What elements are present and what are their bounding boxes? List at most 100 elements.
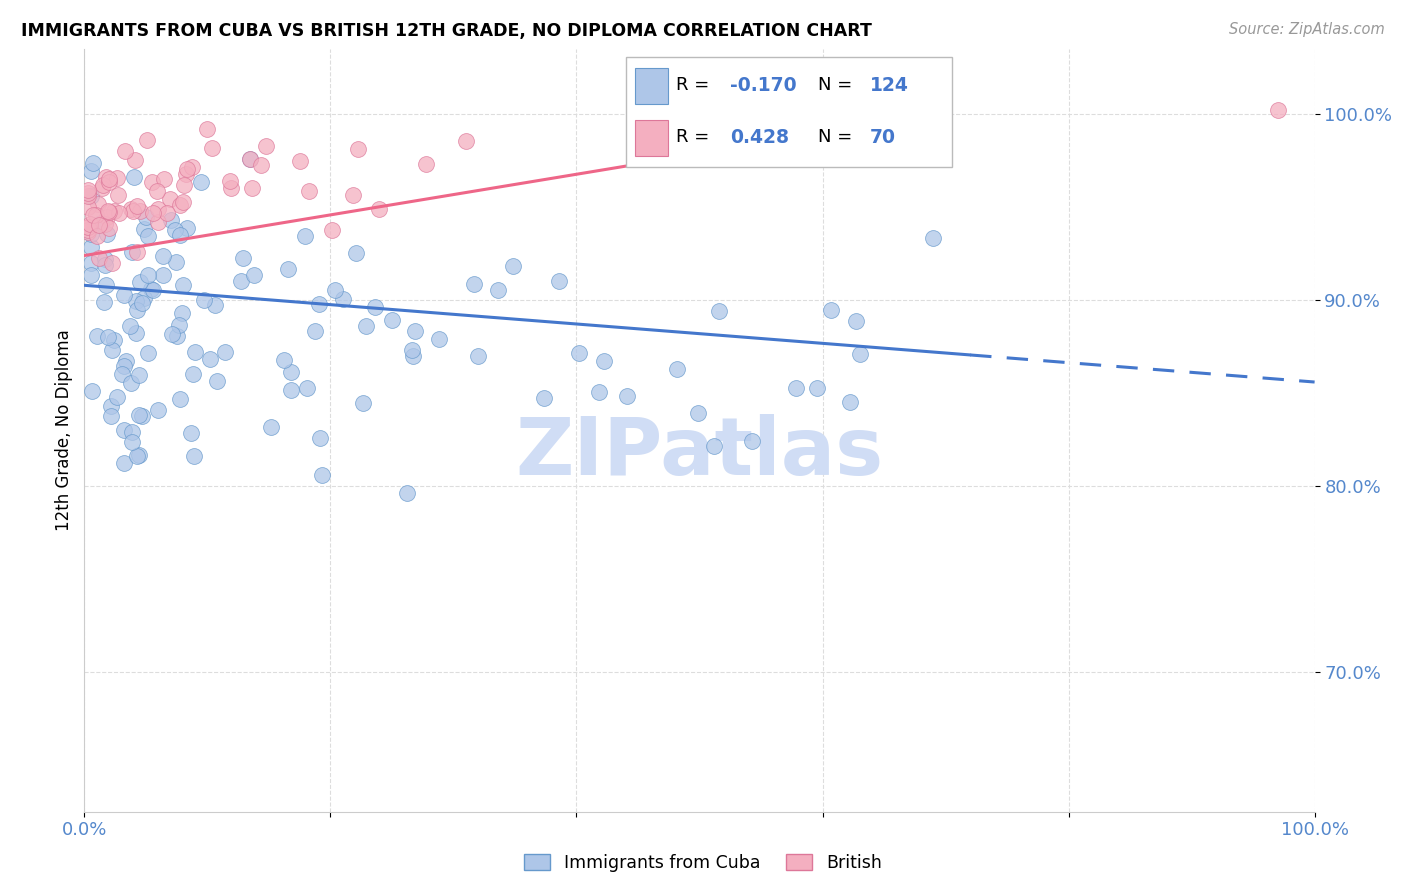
Point [111, 368, 134, 382]
Point [136, 228, 159, 243]
Point [172, 194, 194, 209]
Point [141, 175, 163, 189]
Point [146, 403, 169, 417]
Point [165, 223, 187, 237]
Point [922, 231, 945, 245]
Point [297, 184, 319, 198]
Point [352, 395, 374, 409]
Point [90, 216, 112, 230]
Point [125, 294, 148, 309]
Point [323, 283, 346, 297]
Point [593, 354, 616, 368]
Point [107, 188, 129, 202]
Point [169, 198, 191, 212]
Point [201, 141, 224, 155]
Point [347, 142, 370, 156]
Point [138, 268, 160, 282]
Point [114, 456, 136, 470]
Point [135, 210, 157, 224]
Point [122, 203, 145, 218]
Point [100, 399, 122, 413]
Point [80, 256, 103, 270]
Point [280, 365, 302, 379]
Point [273, 353, 295, 368]
Point [404, 325, 426, 339]
Point [127, 303, 149, 318]
Y-axis label: 12th Grade, No Diploma: 12th Grade, No Diploma [55, 329, 73, 532]
Point [381, 313, 404, 327]
Point [112, 288, 135, 302]
Point [120, 318, 142, 333]
Point [401, 343, 423, 358]
Point [402, 349, 425, 363]
Point [131, 295, 153, 310]
Point [837, 108, 859, 122]
Point [463, 277, 485, 292]
Point [96, 227, 118, 241]
Point [77, 188, 100, 202]
Point [136, 133, 159, 147]
Point [169, 228, 191, 243]
Point [112, 359, 135, 373]
Point [139, 282, 162, 296]
Point [183, 368, 205, 382]
Point [108, 205, 131, 219]
Point [86, 208, 108, 222]
Point [169, 392, 191, 406]
Point [367, 202, 389, 216]
Point [250, 157, 273, 171]
Point [219, 181, 242, 195]
Point [97, 205, 120, 219]
Point [344, 246, 367, 260]
Point [129, 203, 152, 218]
Point [174, 167, 197, 181]
Point [454, 134, 477, 148]
Point [709, 303, 731, 318]
Point [120, 202, 142, 217]
Point [616, 389, 638, 403]
Point [105, 171, 128, 186]
Point [415, 157, 437, 171]
Point [156, 206, 179, 220]
Point [214, 344, 236, 359]
Point [77, 200, 100, 214]
Point [172, 277, 194, 292]
Point [568, 346, 591, 360]
Point [839, 395, 862, 409]
Point [533, 391, 555, 405]
Point [176, 221, 198, 235]
Point [280, 383, 302, 397]
Point [86, 197, 108, 211]
Point [160, 327, 183, 342]
Point [125, 199, 148, 213]
Point [125, 326, 148, 340]
Point [77, 183, 100, 197]
Point [741, 434, 763, 448]
Point [121, 244, 143, 259]
Point [87, 251, 110, 265]
Legend: Immigrants from Cuba, British: Immigrants from Cuba, British [517, 847, 889, 879]
Point [173, 178, 195, 192]
Point [332, 292, 354, 306]
Point [342, 188, 364, 202]
Point [129, 276, 152, 290]
Point [232, 251, 254, 265]
Point [96, 169, 118, 184]
Point [94, 217, 117, 231]
Point [176, 162, 198, 177]
Point [152, 268, 174, 283]
Point [172, 306, 194, 320]
Point [160, 212, 183, 227]
Point [364, 300, 387, 314]
Point [294, 228, 316, 243]
Point [785, 381, 807, 395]
Point [79, 217, 101, 231]
Point [295, 381, 318, 395]
Point [114, 144, 136, 158]
Point [190, 175, 212, 189]
Point [142, 206, 165, 220]
Point [86, 228, 108, 243]
Point [127, 244, 149, 259]
Point [308, 431, 330, 445]
Point [79, 227, 101, 242]
